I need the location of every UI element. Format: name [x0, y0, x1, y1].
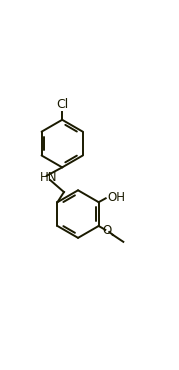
Text: HN: HN: [40, 171, 58, 184]
Text: OH: OH: [107, 191, 125, 204]
Text: Cl: Cl: [56, 98, 68, 111]
Text: O: O: [103, 225, 112, 238]
